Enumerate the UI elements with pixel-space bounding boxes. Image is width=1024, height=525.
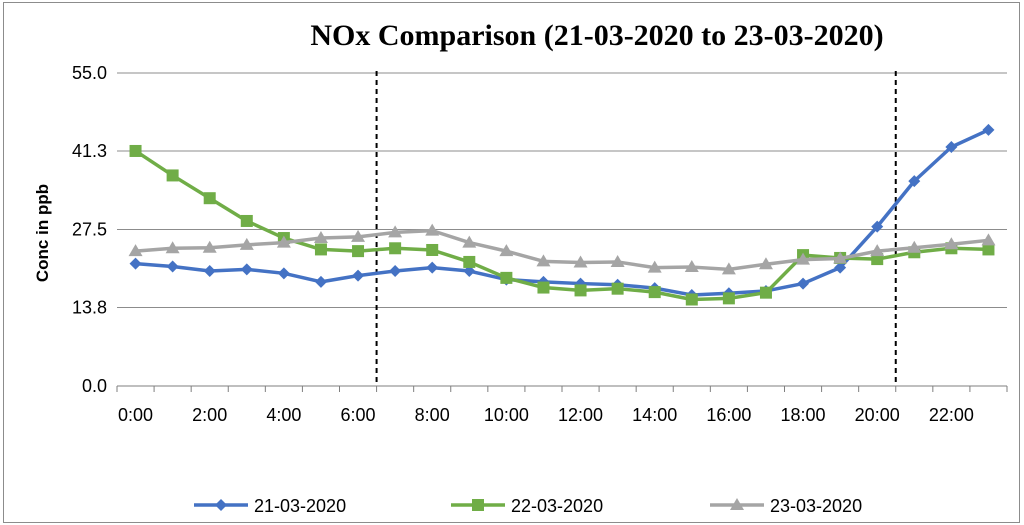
data-point bbox=[870, 244, 885, 257]
data-point bbox=[759, 286, 772, 299]
data-point bbox=[240, 263, 253, 276]
data-point bbox=[203, 265, 216, 278]
legend-item: 21-03-2020 bbox=[194, 496, 346, 516]
x-tick-label: 4:00 bbox=[266, 405, 301, 425]
line-chart: NOx Comparison (21-03-2020 to 23-03-2020… bbox=[33, 19, 1008, 516]
legend-item: 22-03-2020 bbox=[451, 496, 603, 516]
series-23-03-2020 bbox=[128, 223, 996, 275]
legend-swatch-marker bbox=[472, 499, 484, 511]
x-tick-label: 22:00 bbox=[929, 405, 974, 425]
data-point bbox=[758, 257, 773, 270]
series-line bbox=[134, 149, 989, 302]
x-tick-label: 0:00 bbox=[118, 405, 153, 425]
data-point bbox=[721, 262, 736, 275]
data-point bbox=[128, 244, 143, 257]
x-tick-label: 2:00 bbox=[192, 405, 227, 425]
data-point bbox=[425, 223, 440, 236]
series-21-03-2020 bbox=[129, 123, 995, 301]
data-point bbox=[574, 284, 587, 297]
data-point bbox=[314, 243, 327, 256]
data-point bbox=[573, 255, 588, 268]
data-point bbox=[462, 235, 477, 248]
data-point bbox=[797, 277, 810, 290]
data-point bbox=[981, 233, 996, 246]
data-point bbox=[907, 240, 922, 253]
data-point bbox=[834, 261, 847, 274]
y-axis-label: Conc in ppb bbox=[33, 184, 52, 282]
data-point bbox=[944, 237, 959, 250]
x-tick-label: 14:00 bbox=[632, 405, 677, 425]
data-point bbox=[352, 245, 365, 258]
data-point bbox=[426, 261, 439, 274]
data-point bbox=[352, 269, 365, 282]
data-point bbox=[277, 267, 290, 280]
data-point bbox=[982, 243, 995, 256]
data-point bbox=[351, 229, 366, 242]
chart-frame: NOx Comparison (21-03-2020 to 23-03-2020… bbox=[3, 2, 1020, 523]
data-point bbox=[129, 257, 142, 270]
data-point bbox=[871, 253, 884, 266]
data-point bbox=[871, 220, 884, 233]
data-point bbox=[796, 252, 811, 265]
series-line bbox=[135, 128, 990, 297]
data-point bbox=[722, 292, 735, 305]
x-tick-label: 8:00 bbox=[415, 405, 450, 425]
data-point bbox=[203, 192, 216, 205]
data-point bbox=[314, 275, 327, 288]
y-tick-label: 55.0 bbox=[72, 63, 107, 83]
data-point bbox=[166, 260, 179, 273]
data-point bbox=[202, 240, 217, 253]
data-point bbox=[426, 243, 439, 256]
data-point bbox=[239, 237, 254, 250]
data-point bbox=[165, 241, 180, 254]
data-point bbox=[610, 254, 625, 267]
x-tick-label: 10:00 bbox=[484, 405, 529, 425]
data-point bbox=[240, 214, 253, 227]
data-point bbox=[982, 123, 995, 136]
data-point bbox=[389, 242, 402, 255]
data-point bbox=[389, 265, 402, 278]
y-tick-label: 13.8 bbox=[72, 297, 107, 317]
data-point bbox=[500, 271, 513, 284]
data-point bbox=[833, 251, 848, 264]
data-point bbox=[463, 255, 476, 268]
chart-title: NOx Comparison (21-03-2020 to 23-03-2020… bbox=[310, 19, 883, 52]
series-line bbox=[135, 228, 989, 272]
data-point bbox=[313, 231, 328, 244]
legend-swatch-marker bbox=[215, 499, 227, 511]
data-point bbox=[276, 235, 291, 248]
x-tick-label: 12:00 bbox=[558, 405, 603, 425]
x-tick-label: 6:00 bbox=[341, 405, 376, 425]
data-point bbox=[945, 140, 958, 153]
legend-item: 23-03-2020 bbox=[710, 496, 862, 516]
data-point bbox=[537, 281, 550, 294]
y-tick-label: 41.3 bbox=[72, 141, 107, 161]
y-tick-label: 27.5 bbox=[72, 220, 107, 240]
legend-label: 23-03-2020 bbox=[770, 496, 862, 516]
data-point bbox=[536, 254, 551, 267]
data-point bbox=[648, 286, 661, 299]
x-tick-label: 18:00 bbox=[781, 405, 826, 425]
x-tick-label: 20:00 bbox=[855, 405, 900, 425]
data-point bbox=[684, 260, 699, 273]
data-point bbox=[388, 225, 403, 238]
legend-swatch-marker bbox=[730, 498, 744, 510]
data-point bbox=[647, 260, 662, 273]
data-point bbox=[129, 144, 142, 157]
x-tick-label: 16:00 bbox=[706, 405, 751, 425]
data-point bbox=[499, 244, 514, 257]
data-point bbox=[908, 175, 921, 188]
legend-label: 21-03-2020 bbox=[254, 496, 346, 516]
data-point bbox=[166, 169, 179, 182]
data-point bbox=[463, 265, 476, 278]
legend-label: 22-03-2020 bbox=[511, 496, 603, 516]
data-point bbox=[685, 293, 698, 306]
y-tick-label: 0.0 bbox=[82, 376, 107, 396]
data-point bbox=[611, 282, 624, 295]
